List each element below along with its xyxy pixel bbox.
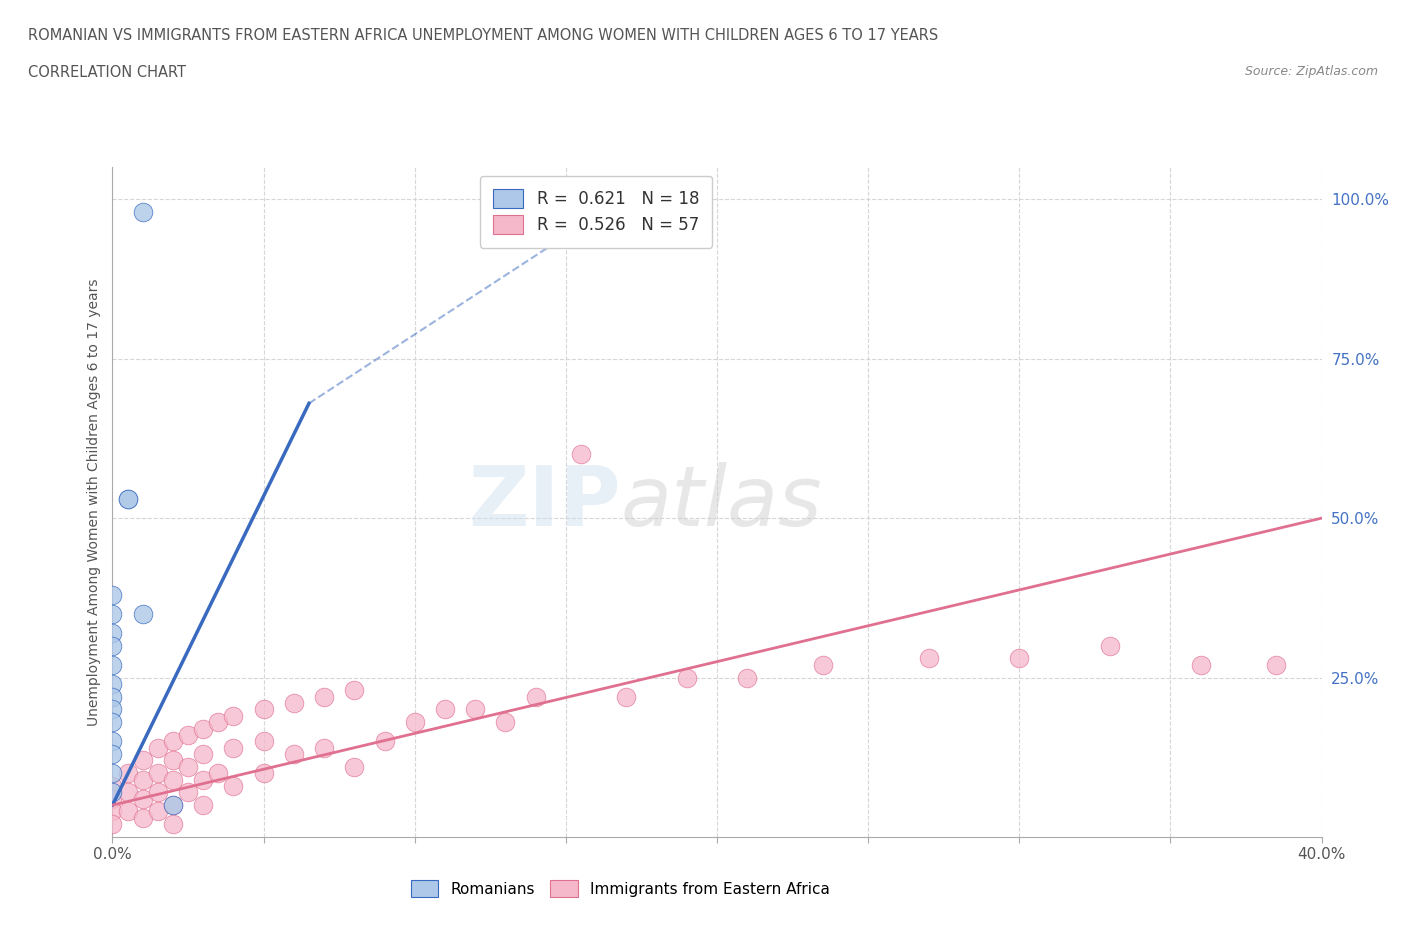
Point [101,785,124,800]
Point [132,791,155,806]
Point [253,702,276,717]
Point [162,817,184,831]
Point [101,791,124,806]
Point [464,702,486,717]
Point [177,785,200,800]
Text: ZIP: ZIP [468,461,620,543]
Point [253,765,276,780]
Point [101,658,124,672]
Legend: Romanians, Immigrants from Eastern Africa: Romanians, Immigrants from Eastern Afric… [398,868,842,910]
Point [101,626,124,641]
Point [253,734,276,749]
Point [146,785,169,800]
Point [117,492,139,507]
Point [737,671,759,685]
Point [495,715,517,730]
Point [283,696,305,711]
Point [283,747,305,762]
Y-axis label: Unemployment Among Women with Children Ages 6 to 17 years: Unemployment Among Women with Children A… [87,278,101,726]
Point [162,772,184,787]
Point [1098,638,1121,653]
Point [117,492,139,507]
Point [132,205,155,219]
Point [117,785,139,800]
Point [101,689,124,704]
Point [162,753,184,768]
Point [132,753,155,768]
Point [101,765,124,780]
Point [222,740,245,755]
Point [117,804,139,819]
Point [101,734,124,749]
Text: atlas: atlas [620,461,823,543]
Point [569,447,592,462]
Point [207,765,229,780]
Point [101,606,124,621]
Point [191,747,214,762]
Text: ROMANIAN VS IMMIGRANTS FROM EASTERN AFRICA UNEMPLOYMENT AMONG WOMEN WITH CHILDRE: ROMANIAN VS IMMIGRANTS FROM EASTERN AFRI… [28,28,938,43]
Point [191,772,214,787]
Point [524,689,547,704]
Point [177,727,200,742]
Point [132,606,155,621]
Point [191,721,214,736]
Point [433,702,456,717]
Point [191,798,214,813]
Point [162,734,184,749]
Point [918,651,941,666]
Point [1008,651,1031,666]
Point [1265,658,1288,672]
Point [374,734,396,749]
Point [117,765,139,780]
Point [146,740,169,755]
Point [222,709,245,724]
Point [132,810,155,825]
Point [101,676,124,691]
Point [314,740,336,755]
Point [101,778,124,793]
Point [132,772,155,787]
Point [343,683,366,698]
Point [811,658,834,672]
Point [101,804,124,819]
Point [222,778,245,793]
Point [162,798,184,813]
Point [314,689,336,704]
Point [404,715,426,730]
Point [101,587,124,602]
Point [343,760,366,775]
Point [101,817,124,831]
Point [207,715,229,730]
Point [1189,658,1212,672]
Point [101,638,124,653]
Point [177,760,200,775]
Point [101,715,124,730]
Point [616,689,638,704]
Point [101,747,124,762]
Text: CORRELATION CHART: CORRELATION CHART [28,65,186,80]
Point [146,765,169,780]
Point [675,671,697,685]
Point [101,702,124,717]
Point [146,804,169,819]
Point [162,798,184,813]
Text: Source: ZipAtlas.com: Source: ZipAtlas.com [1244,65,1378,78]
